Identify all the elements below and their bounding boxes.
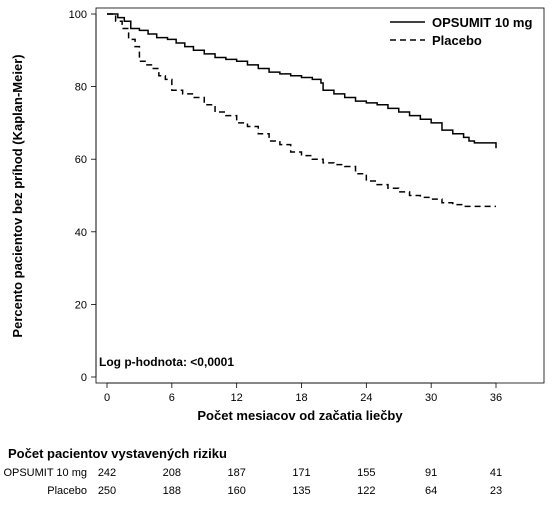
risk-count: 208: [162, 467, 181, 479]
plot-frame: [95, 7, 545, 384]
y-tick-label: 100: [69, 9, 87, 21]
x-tick-label: 12: [231, 392, 243, 404]
risk-count: 187: [227, 467, 246, 479]
risk-count: 250: [97, 485, 117, 497]
opsumit-survival-curve: [107, 13, 497, 149]
risk-table-title: Počet pacientov vystavených riziku: [8, 446, 227, 461]
y-tick-label: 40: [75, 227, 87, 239]
risk-table-row: OPSUMIT 10 mg 242 208 187 171 155 91 41: [0, 467, 553, 483]
risk-count: 188: [162, 485, 181, 497]
y-tick-label: 20: [75, 299, 87, 311]
x-tick-label: 0: [104, 392, 110, 404]
legend-opsumit-label: OPSUMIT 10 mg: [432, 15, 532, 30]
risk-count: 135: [292, 485, 311, 497]
p-value-annotation: Log p-hodnota: <0,0001: [99, 355, 234, 369]
x-tick-label: 30: [425, 392, 437, 404]
y-axis-title: Percento pacientov bez príhod (Kaplan-Me…: [10, 54, 25, 337]
y-tick-label: 60: [75, 154, 87, 166]
risk-row-label: Placebo: [47, 485, 87, 497]
legend-placebo-label: Placebo: [432, 33, 482, 48]
risk-count: 155: [357, 467, 376, 479]
y-tick-label: 0: [81, 372, 87, 384]
risk-count: 91: [425, 467, 438, 479]
legend: OPSUMIT 10 mg Placebo: [390, 15, 532, 48]
km-chart: 0 20 40 60 80 100 0 6 12 18 24 30 36 Percento pacien…: [10, 7, 545, 423]
risk-count: 23: [489, 485, 503, 497]
risk-table-row: Placebo 250 188 160 135 122 64 23: [0, 485, 553, 501]
x-tick-label: 18: [295, 392, 307, 404]
risk-count: 171: [292, 467, 311, 479]
risk-count: 242: [97, 467, 117, 479]
x-tick-label: 36: [490, 392, 502, 404]
placebo-survival-curve: [107, 13, 496, 208]
x-tick-label: 6: [169, 392, 175, 404]
risk-count: 160: [227, 485, 246, 497]
risk-row-label: OPSUMIT 10 mg: [3, 467, 87, 479]
x-axis-title: Počet mesiacov od začatia liečby: [197, 408, 403, 423]
risk-count: 64: [425, 485, 438, 497]
x-tick-label: 24: [360, 392, 372, 404]
y-tick-label: 80: [75, 82, 87, 94]
risk-count: 122: [357, 485, 376, 497]
risk-count: 41: [489, 467, 503, 479]
